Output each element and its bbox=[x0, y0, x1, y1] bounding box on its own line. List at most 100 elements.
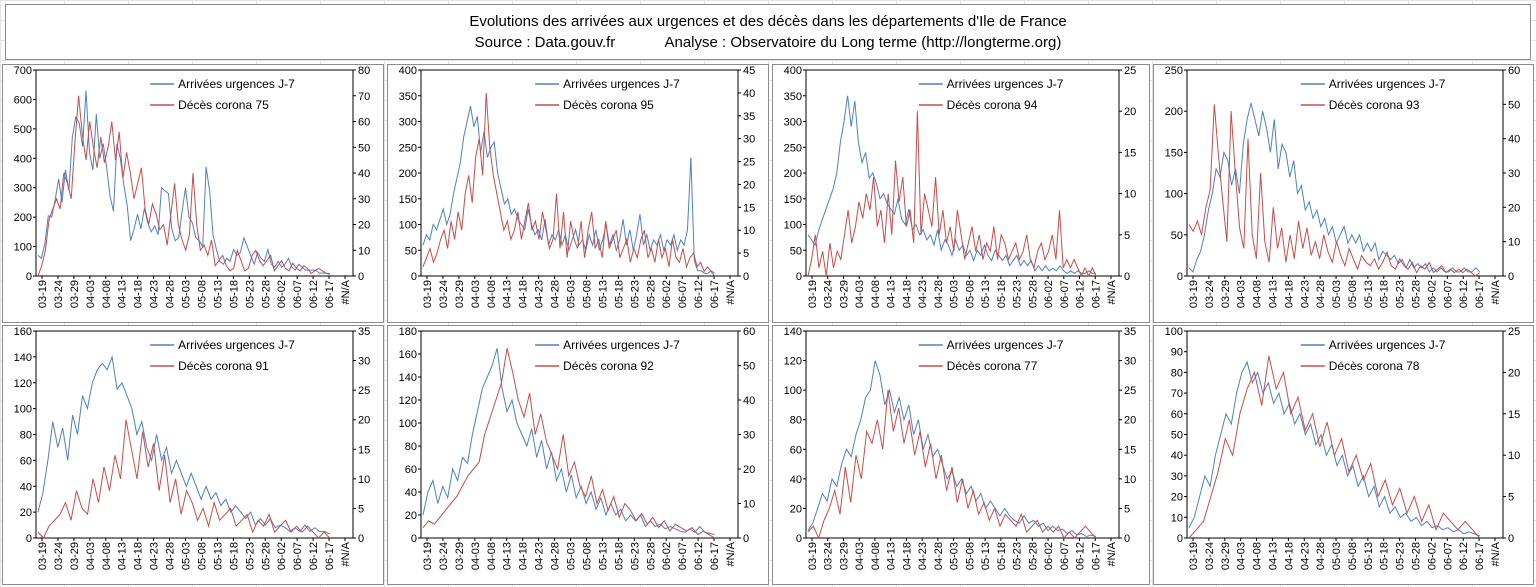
chart-svg: 0 20 40 60 80 100 120 140 160 180 0 10 20 30 40 50 60 03-… bbox=[399, 326, 756, 570]
left-axis-tick: 100 bbox=[784, 220, 802, 232]
left-axis-tick: 50 bbox=[790, 245, 802, 257]
x-axis-tick: 03-29 bbox=[69, 542, 81, 570]
x-axis-tick: 06-17 bbox=[1090, 542, 1102, 570]
x-axis-tick: 06-07 bbox=[292, 280, 304, 308]
right-axis-tick: 10 bbox=[1124, 189, 1136, 201]
legend-label-urgences: Arrivées urgences J-7 bbox=[178, 338, 295, 352]
x-axis-tick: #N/A bbox=[1106, 279, 1118, 304]
chart-panel-92[interactable]: 0 20 40 60 80 100 120 140 160 180 0 10 20 30 40 50 60 03-… bbox=[387, 325, 769, 585]
x-axis-tick: 03-29 bbox=[838, 542, 850, 570]
right-axis-tick: 45 bbox=[743, 65, 755, 77]
left-axis-tick: 200 bbox=[399, 168, 417, 180]
right-axis-tick: 20 bbox=[1508, 202, 1520, 214]
x-axis-tick: 04-18 bbox=[901, 542, 913, 570]
right-axis-tick: 35 bbox=[358, 326, 370, 338]
legend-label-urgences: Arrivées urgences J-7 bbox=[1329, 77, 1446, 91]
legend-label-deces: Décès corona 77 bbox=[947, 359, 1038, 373]
left-axis-tick: 250 bbox=[1165, 65, 1183, 77]
right-axis-tick: 5 bbox=[1124, 230, 1130, 242]
right-axis-tick: 0 bbox=[743, 271, 749, 283]
left-axis-tick: 50 bbox=[405, 245, 417, 257]
left-axis-tick: 40 bbox=[790, 474, 802, 486]
left-axis-tick: 250 bbox=[399, 142, 417, 154]
x-axis-tick: 03-24 bbox=[438, 280, 450, 308]
right-axis-tick: 20 bbox=[1508, 367, 1520, 379]
x-axis-tick: #N/A bbox=[725, 279, 737, 304]
x-axis-tick: 04-08 bbox=[101, 280, 113, 308]
x-axis-tick: 06-07 bbox=[292, 542, 304, 570]
left-axis-tick: 140 bbox=[784, 326, 802, 338]
right-axis-tick: 20 bbox=[358, 220, 370, 232]
x-axis-tick: 04-23 bbox=[1299, 542, 1311, 570]
chart-svg: 0 50 100 150 200 250 0 10 20 30 40 50 60 03-19 03-24 03… bbox=[1165, 65, 1521, 308]
x-axis-tick: #N/A bbox=[1106, 541, 1118, 566]
header-analysis: Analyse : Observatoire du Long terme (ht… bbox=[664, 34, 1062, 51]
x-axis-tick: 05-03 bbox=[566, 280, 578, 308]
x-axis-tick: 05-03 bbox=[949, 542, 961, 570]
x-axis-tick: 06-17 bbox=[1474, 542, 1486, 570]
chart-svg: 0 50 100 150 200 250 300 350 400 0 5 10 15 20 25 30 35 40… bbox=[399, 65, 756, 308]
left-axis-tick: 200 bbox=[784, 168, 802, 180]
x-axis-tick: 03-19 bbox=[37, 280, 49, 308]
chart-panel-95[interactable]: 0 50 100 150 200 250 300 350 400 0 5 10 15 20 25 30 35 40… bbox=[387, 64, 769, 323]
left-axis-tick: 80 bbox=[405, 441, 417, 453]
left-axis-tick: 160 bbox=[399, 349, 417, 361]
x-axis-tick: 05-23 bbox=[1012, 542, 1024, 570]
x-axis-tick: 06-07 bbox=[677, 280, 689, 308]
x-axis-tick: 04-08 bbox=[1252, 280, 1264, 308]
left-axis-tick: 300 bbox=[14, 183, 32, 195]
x-axis-tick: 04-18 bbox=[1283, 280, 1295, 308]
x-axis-tick: 05-28 bbox=[1027, 542, 1039, 570]
x-axis-tick: 06-07 bbox=[1059, 280, 1071, 308]
x-axis-tick: 04-13 bbox=[117, 542, 129, 570]
left-axis-tick: 120 bbox=[399, 395, 417, 407]
left-axis-tick: 100 bbox=[1165, 326, 1183, 338]
x-axis-tick: 06-12 bbox=[693, 542, 705, 570]
right-axis-tick: 35 bbox=[743, 111, 755, 123]
x-axis-tick: 04-23 bbox=[1299, 280, 1311, 308]
legend-label-deces: Décès corona 93 bbox=[1329, 98, 1420, 112]
x-axis-tick: 04-08 bbox=[486, 280, 498, 308]
series-line-urgences bbox=[37, 90, 330, 275]
left-axis-tick: 300 bbox=[399, 117, 417, 129]
chart-panel-75[interactable]: 0 100 200 300 400 500 600 700 0 10 20 30 40 50 60 70 80 0… bbox=[2, 64, 384, 323]
x-axis-tick: 03-24 bbox=[53, 280, 65, 308]
x-axis-tick: 05-08 bbox=[581, 542, 593, 570]
x-axis-tick: 06-17 bbox=[324, 542, 336, 570]
x-axis-tick: 06-07 bbox=[677, 542, 689, 570]
right-axis-tick: 60 bbox=[743, 326, 755, 338]
x-axis-tick: 06-12 bbox=[693, 280, 705, 308]
right-axis-tick: 15 bbox=[1124, 444, 1136, 456]
x-axis-tick: 04-23 bbox=[917, 542, 929, 570]
x-axis-tick: 04-28 bbox=[933, 542, 945, 570]
right-axis-tick: 10 bbox=[358, 245, 370, 257]
chart-panel-94[interactable]: 0 50 100 150 200 250 300 350 400 0 5 10 15 20 25 03-19 0… bbox=[772, 64, 1150, 323]
right-axis-tick: 0 bbox=[1508, 271, 1514, 283]
right-axis-tick: 0 bbox=[1508, 533, 1514, 545]
left-axis-tick: 70 bbox=[1171, 388, 1183, 400]
chart-panel-78[interactable]: 0 10 20 30 40 50 60 70 80 90 100 0 5 10 15 20 25 03-19 03-… bbox=[1153, 325, 1534, 585]
right-axis-tick: 40 bbox=[358, 168, 370, 180]
chart-panel-93[interactable]: 0 50 100 150 200 250 0 10 20 30 40 50 60 03-19 03-24 03… bbox=[1153, 64, 1534, 323]
left-axis-tick: 0 bbox=[411, 533, 417, 545]
x-axis-tick: 04-03 bbox=[1236, 280, 1248, 308]
chart-panel-77[interactable]: 0 20 40 60 80 100 120 140 0 5 10 15 20 25 30 35 03-19 03-… bbox=[772, 325, 1150, 585]
x-axis-tick: 05-18 bbox=[996, 280, 1008, 308]
legend-label-deces: Décès corona 91 bbox=[178, 359, 269, 373]
x-axis-tick: 04-03 bbox=[854, 542, 866, 570]
left-axis-tick: 20 bbox=[20, 507, 32, 519]
x-axis-tick: 05-18 bbox=[228, 280, 240, 308]
right-axis-tick: 20 bbox=[743, 179, 755, 191]
series-line-deces bbox=[1188, 355, 1481, 539]
x-axis-tick: 05-23 bbox=[1395, 542, 1407, 570]
x-axis-tick: 04-03 bbox=[470, 280, 482, 308]
chart-panel-91[interactable]: 0 20 40 60 80 100 120 140 160 0 5 10 15 20 25 30 35 03-19… bbox=[2, 325, 384, 585]
series-line-deces bbox=[37, 419, 330, 539]
x-axis-tick: 05-13 bbox=[212, 542, 224, 570]
right-axis-tick: 10 bbox=[743, 225, 755, 237]
series-line-urgences bbox=[1188, 360, 1480, 537]
series-line-urgences bbox=[807, 360, 1097, 538]
left-axis-tick: 140 bbox=[14, 352, 32, 364]
x-axis-tick: 06-02 bbox=[276, 280, 288, 308]
series-line-deces bbox=[1188, 104, 1481, 277]
